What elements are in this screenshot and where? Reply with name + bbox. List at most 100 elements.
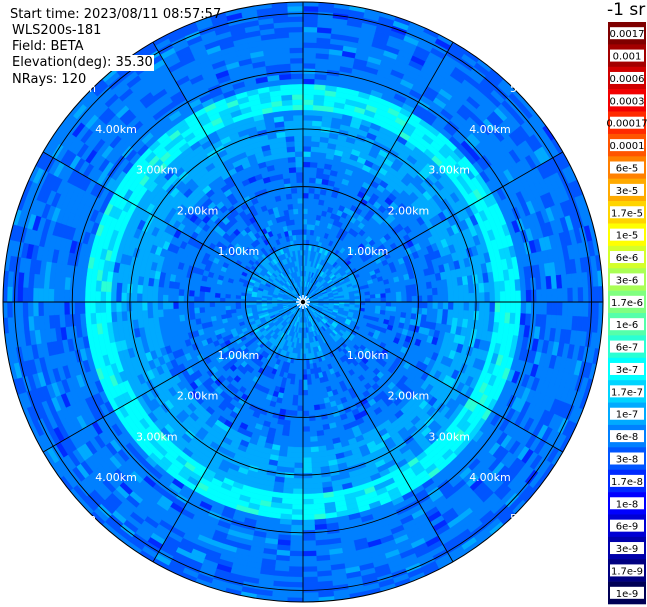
data-gate xyxy=(312,498,325,505)
data-gate xyxy=(364,294,371,300)
data-gate xyxy=(380,293,387,299)
data-gate xyxy=(302,104,314,111)
data-gate xyxy=(302,229,308,235)
data-gate xyxy=(224,301,231,307)
data-gate xyxy=(121,291,127,303)
data-gate xyxy=(302,431,311,438)
data-gate xyxy=(193,307,200,314)
data-gate xyxy=(292,478,304,484)
data-gate xyxy=(115,291,122,303)
data-gate xyxy=(302,192,310,199)
data-gate xyxy=(311,477,323,484)
data-gate xyxy=(452,309,459,319)
data-gate xyxy=(494,291,501,303)
data-gate xyxy=(384,288,391,294)
data-gate xyxy=(110,311,118,323)
data-gate xyxy=(142,284,149,295)
data-gate xyxy=(457,309,464,320)
data-gate xyxy=(294,447,304,453)
data-gate xyxy=(198,296,205,303)
data-gate xyxy=(152,285,159,295)
data-gate xyxy=(294,146,304,152)
data-gate xyxy=(307,389,313,396)
data-gate xyxy=(309,430,318,437)
data-gate xyxy=(312,120,323,127)
data-gate xyxy=(315,419,323,427)
data-gate xyxy=(313,508,326,515)
data-gate xyxy=(311,467,322,474)
data-gate xyxy=(293,462,304,469)
data-gate xyxy=(286,451,296,458)
data-gate xyxy=(308,410,316,417)
data-gate xyxy=(302,410,310,417)
data-gate xyxy=(204,301,210,308)
data-gate xyxy=(287,151,296,158)
data-gate xyxy=(308,420,317,427)
data-gate xyxy=(302,384,308,391)
data-gate xyxy=(298,374,304,381)
data-gate xyxy=(296,172,304,178)
data-gate xyxy=(225,305,231,311)
data-gate xyxy=(395,306,402,313)
data-gate xyxy=(110,281,118,293)
beta-field-disk xyxy=(3,2,603,602)
data-gate xyxy=(302,452,312,458)
data-gate xyxy=(295,229,300,236)
data-gate xyxy=(188,295,195,303)
data-gate xyxy=(302,374,308,381)
data-gate xyxy=(292,488,304,495)
data-gate xyxy=(452,285,459,295)
data-gate xyxy=(291,509,304,516)
data-gate xyxy=(309,172,317,179)
data-gate xyxy=(305,363,311,370)
data-gate xyxy=(188,289,195,297)
data-gate xyxy=(100,311,107,324)
data-gate xyxy=(209,296,216,303)
data-gate xyxy=(142,309,149,319)
data-gate xyxy=(162,286,169,296)
data-gate xyxy=(390,306,397,313)
data-gate xyxy=(293,120,304,126)
data-gate xyxy=(209,310,216,317)
data-gate xyxy=(505,301,511,314)
data-gate xyxy=(401,296,408,303)
data-gate xyxy=(308,192,315,199)
data-gate xyxy=(473,292,480,303)
data-gate xyxy=(100,301,107,313)
data-gate xyxy=(312,115,324,122)
data-gate xyxy=(297,400,304,407)
data-gate xyxy=(380,301,387,307)
data-gate xyxy=(288,167,297,174)
data-gate xyxy=(291,405,298,412)
data-gate xyxy=(302,441,311,448)
data-gate xyxy=(442,294,449,303)
data-gate xyxy=(136,301,143,311)
data-gate xyxy=(448,301,454,311)
data-gate xyxy=(463,301,470,312)
data-gate xyxy=(293,130,304,137)
data-gate xyxy=(95,290,101,303)
data-gate xyxy=(308,405,315,412)
data-gate xyxy=(447,309,454,319)
data-gate xyxy=(230,305,237,310)
data-gate xyxy=(375,293,381,299)
data-gate xyxy=(292,203,299,210)
data-gate xyxy=(312,394,319,401)
data-gate xyxy=(199,311,206,319)
data-gate xyxy=(162,308,169,317)
data-gate xyxy=(198,301,205,308)
data-gate xyxy=(385,297,392,303)
data-gate xyxy=(157,286,164,295)
data-gate xyxy=(311,482,323,489)
data-gate xyxy=(401,301,408,308)
data-gate xyxy=(204,311,211,318)
data-gate xyxy=(432,294,439,303)
data-gate xyxy=(296,410,304,417)
data-gate xyxy=(295,156,304,163)
data-gate xyxy=(515,301,522,315)
data-gate xyxy=(281,94,293,101)
data-gate xyxy=(298,369,304,375)
data-gate xyxy=(282,482,294,489)
data-gate xyxy=(283,177,291,185)
data-gate xyxy=(209,301,216,308)
